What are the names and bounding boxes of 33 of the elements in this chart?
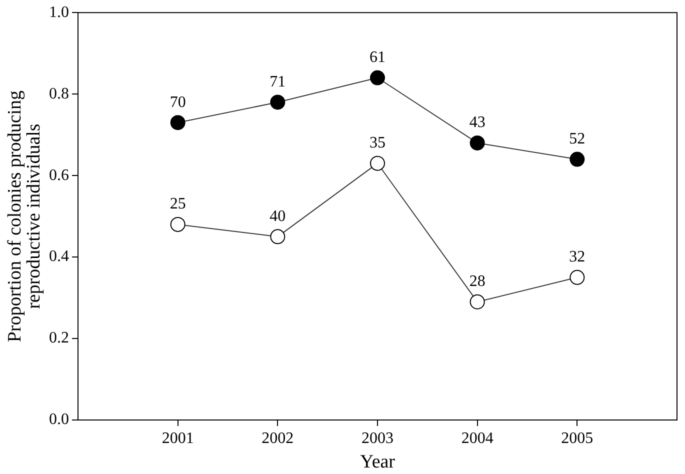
point	[470, 294, 485, 310]
y-tick-label: 0.0	[49, 411, 69, 428]
annotation: 32	[569, 248, 586, 266]
annotation: 61	[370, 48, 386, 66]
point	[170, 216, 186, 232]
annotation: 35	[370, 134, 386, 152]
x-axis-title: Year	[360, 452, 396, 473]
x-tick-label: 2001	[162, 430, 194, 447]
y-tick-label: 1.0	[49, 4, 69, 21]
annotation: 52	[569, 130, 586, 148]
point	[470, 135, 485, 150]
x-tick-label: 2005	[561, 430, 594, 447]
annotation: 71	[270, 73, 286, 90]
x-tick-label: 2002	[262, 430, 294, 447]
point	[570, 270, 585, 285]
annotation: 40	[270, 208, 286, 225]
point	[270, 94, 286, 110]
y-tick-label: 0.4	[49, 248, 69, 266]
annotation: 25	[170, 196, 186, 213]
point	[570, 152, 585, 167]
y-axis-title: Proportion of colonies producing reproductive individuals	[4, 90, 44, 342]
y-tick-label: 0.6	[49, 166, 69, 184]
x-tick-label: 2004	[461, 430, 494, 447]
annotation: 43	[469, 114, 486, 132]
point	[370, 70, 385, 86]
point	[270, 229, 286, 244]
y-tick-label: 0.8	[49, 85, 69, 102]
annotation: 70	[170, 94, 186, 111]
y-tick-label: 0.2	[49, 330, 69, 347]
annotation: 28	[469, 273, 486, 290]
point	[370, 156, 385, 171]
x-tick-label: 2003	[362, 430, 394, 447]
point	[170, 115, 186, 130]
